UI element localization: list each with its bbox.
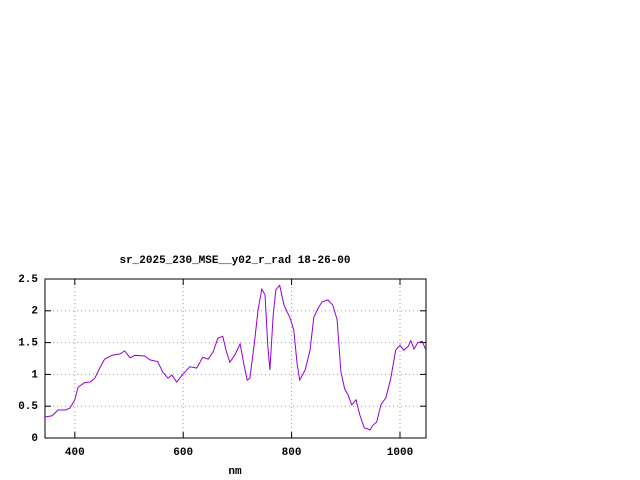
data-line xyxy=(44,284,427,431)
y-tick-label: 0.5 xyxy=(18,401,38,413)
y-tick-label: 1 xyxy=(31,369,38,381)
x-tick-label: 600 xyxy=(173,447,193,459)
x-tick-label: 400 xyxy=(65,447,85,459)
x-tick-label: 1000 xyxy=(387,447,413,459)
chart-title: sr_2025_230_MSE__y02_r_rad 18-26-00 xyxy=(119,255,350,267)
x-tick-label: 800 xyxy=(282,447,302,459)
y-tick-label: 2.5 xyxy=(18,274,38,286)
y-tick-label: 1.5 xyxy=(18,338,38,350)
plot-frame xyxy=(44,278,427,439)
y-tick-label: 2 xyxy=(31,306,38,318)
y-tick-label: 0 xyxy=(31,433,38,445)
x-axis-label: nm xyxy=(228,466,242,478)
